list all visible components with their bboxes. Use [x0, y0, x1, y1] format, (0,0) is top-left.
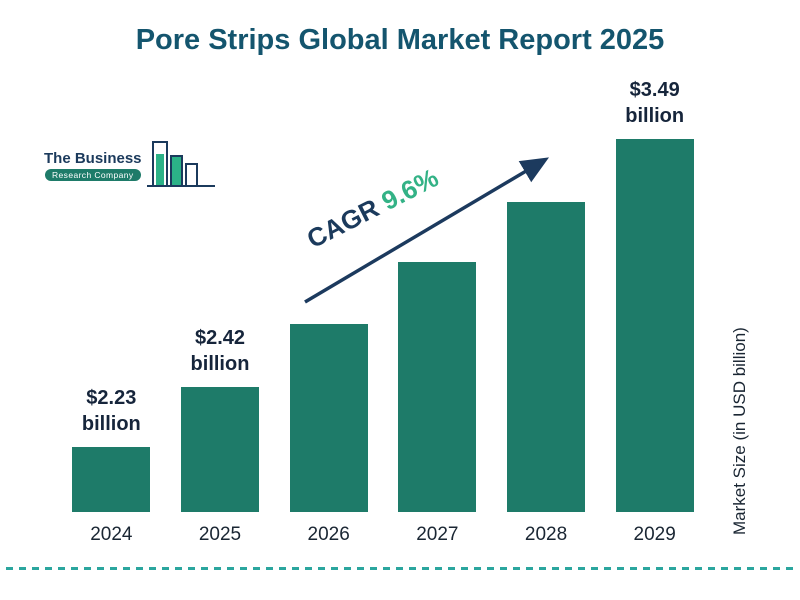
bar-2025: [181, 387, 259, 512]
bar-2029: [615, 139, 694, 512]
logo-line1: The Business: [44, 149, 142, 167]
x-tick-label-2029: 2029: [633, 524, 676, 545]
bar-value-label-2029: $3.49 billion: [625, 79, 685, 127]
bar-column-2027: 2027: [383, 70, 492, 548]
x-tick-label-2028: 2028: [524, 524, 568, 545]
logo-line2: Research Company: [45, 168, 141, 181]
logo-bar-chart-icon: [146, 141, 215, 187]
x-tick-label-2026: 2026: [307, 524, 350, 545]
bar-chart: $2.23 billion 2024 $2.42 billion 2025 2026 20…: [57, 70, 709, 548]
bar-2027: [398, 262, 477, 512]
bar-column-2028: 2028: [492, 70, 601, 548]
logo: The Business Research Company: [44, 138, 217, 192]
x-tick-label-2027: 2027: [416, 524, 459, 545]
bar-2028: [507, 202, 586, 512]
y-axis-label: Market Size (in USD billion): [730, 327, 749, 535]
bar-column-2025: $2.42 billion 2025: [166, 70, 275, 548]
bar-value-label-2024: $2.23 billion: [81, 387, 141, 435]
trend-arrow: [304, 157, 550, 304]
x-tick-label-2025: 2025: [198, 524, 242, 545]
bar-column-2024: $2.23 billion 2024: [57, 70, 166, 548]
chart-title: Pore Strips Global Market Report 2025: [135, 24, 665, 56]
bar-2026: [289, 324, 368, 512]
bar-column-2029: $3.49 billion 2029: [600, 70, 709, 548]
x-tick-label-2024: 2024: [90, 524, 133, 545]
bottom-dashed-line: [6, 567, 794, 570]
bar-2024: [72, 447, 151, 512]
logo-text: The Business Research Company: [44, 150, 142, 181]
bar-value-label-2025: $2.42 billion: [190, 327, 250, 375]
bar-column-2026: 2026: [274, 70, 383, 548]
